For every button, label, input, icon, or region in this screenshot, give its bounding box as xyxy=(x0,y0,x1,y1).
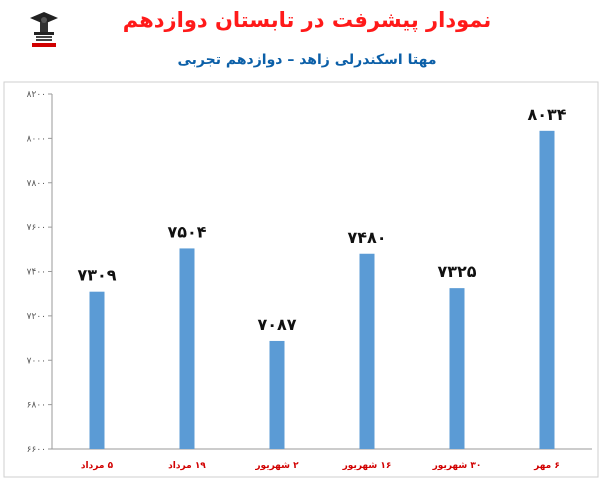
x-tick-label: ۳۰ شهریور xyxy=(432,461,482,471)
data-label: ۷۳۲۵ xyxy=(437,262,476,281)
y-tick-label: ۸۰۰۰ xyxy=(27,134,46,144)
data-label: ۷۴۸۰ xyxy=(347,228,386,247)
data-label: ۸۰۳۴ xyxy=(527,105,566,124)
x-tick-label: ۲ شهریور xyxy=(254,461,299,471)
data-label: ۷۳۰۹ xyxy=(77,266,116,285)
bar xyxy=(449,288,465,449)
bar xyxy=(89,291,105,449)
x-tick-label: ۱۹ مرداد xyxy=(168,461,206,471)
bar xyxy=(359,253,375,449)
data-label: ۷۰۸۷ xyxy=(257,315,296,334)
y-tick-label: ۶۶۰۰ xyxy=(27,445,46,455)
x-tick-label: ۱۶ شهریور xyxy=(342,461,392,471)
y-tick-label: ۷۶۰۰ xyxy=(27,223,46,233)
bar xyxy=(539,130,555,450)
x-ticks: ۵ مرداد ۱۹ مرداد ۲ شهریور ۱۶ شهریور ۳۰ شهریو… xyxy=(81,461,560,471)
chart-subtitle: مهتا اسکندرلی زاهد – دوازدهم تجربی xyxy=(177,52,437,68)
data-label: ۷۵۰۴ xyxy=(167,222,206,241)
bar xyxy=(179,248,195,449)
y-tick-label: ۶۸۰۰ xyxy=(27,401,46,411)
x-tick-label: ۵ مرداد xyxy=(81,461,114,471)
y-tick-label: ۷۸۰۰ xyxy=(27,179,46,189)
y-ticks: ۶۶۰۰ ۶۸۰۰ ۷۰۰۰ ۷۲۰۰ ۷۴۰۰ ۷۶۰۰ ۷۸۰۰ ۸۰۰۰ ۸۲۰۰ xyxy=(27,90,52,455)
y-tick-label: ۸۲۰۰ xyxy=(27,90,46,100)
plot-frame xyxy=(3,81,599,478)
y-tick-label: ۷۴۰۰ xyxy=(27,268,46,278)
x-tick-label: ۶ مهر xyxy=(533,461,560,471)
data-labels: ۷۳۰۹ ۷۵۰۴ ۷۰۸۷ ۷۴۸۰ ۷۳۲۵ ۸۰۳۴ xyxy=(77,105,566,334)
chart-title: نمودار پیشرفت در تابستان دوازدهم xyxy=(122,8,492,32)
bar xyxy=(269,340,285,449)
bars xyxy=(89,130,555,450)
y-tick-label: ۷۰۰۰ xyxy=(27,356,46,366)
y-tick-label: ۷۲۰۰ xyxy=(27,312,46,322)
logo xyxy=(24,8,64,48)
